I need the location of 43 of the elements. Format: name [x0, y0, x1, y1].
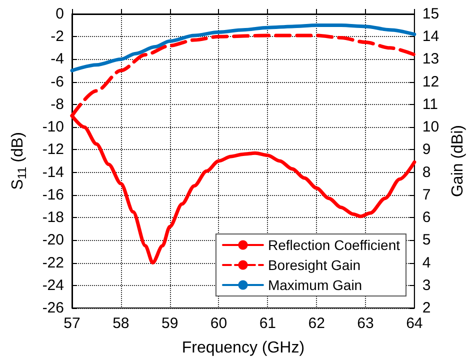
y2-axis-title: Gain (dBi) [450, 124, 466, 198]
x-tick-label: 57 [64, 315, 80, 332]
y2-tick-label: 2 [422, 300, 431, 316]
legend-label: Boresight Gain [268, 257, 361, 273]
y-tick-label: 0 [56, 6, 64, 22]
y2-tick-label: 5 [422, 232, 431, 249]
y-tick-label: -16 [42, 186, 64, 204]
y2-tick-label: 8 [422, 164, 431, 181]
y-tick-label: -2 [50, 28, 64, 46]
x-tick-label: 59 [161, 315, 178, 332]
y2-tick-label: 3 [422, 276, 431, 294]
x-tick-label: 58 [112, 315, 130, 332]
line-series [70, 24, 416, 72]
legend-label: Reflection Coefficient [268, 237, 400, 253]
y-axis-title: S11 (dB) [10, 132, 29, 190]
y-tick-label: -22 [42, 254, 64, 272]
x-tick-label: 60 [210, 315, 228, 332]
y-tick-label: -26 [42, 300, 64, 316]
y-tick-label: -12 [42, 141, 64, 158]
y-tick-label: -20 [42, 232, 64, 249]
x-axis-title: Frequency (GHz) [182, 340, 305, 356]
y2-tick-label: 7 [422, 186, 431, 204]
y-tick-label: -10 [42, 118, 64, 136]
x-tick-label: 64 [406, 315, 423, 332]
y-tick-label: -24 [42, 276, 64, 294]
y-tick-label: -6 [50, 73, 64, 90]
x-tick-label: 63 [357, 315, 374, 332]
y2-tick-label: 6 [422, 209, 431, 226]
y2-tick-label: 15 [422, 6, 440, 22]
y2-tick-label: 11 [422, 96, 438, 113]
x-tick-label: 61 [259, 315, 276, 332]
y-tick-label: -4 [50, 50, 64, 68]
x-tick-label: 62 [308, 315, 325, 332]
legend-label: Maximum Gain [268, 277, 362, 293]
y2-tick-label: 9 [422, 141, 431, 158]
y-tick-label: -18 [42, 209, 64, 226]
y-tick-label: -14 [42, 164, 64, 181]
y2-tick-label: 4 [422, 254, 431, 272]
y-tick-label: -8 [50, 96, 64, 113]
y2-tick-label: 14 [422, 28, 440, 46]
y2-tick-label: 13 [422, 50, 440, 68]
y2-tick-label: 12 [422, 73, 440, 90]
y2-tick-label: 10 [422, 118, 440, 136]
